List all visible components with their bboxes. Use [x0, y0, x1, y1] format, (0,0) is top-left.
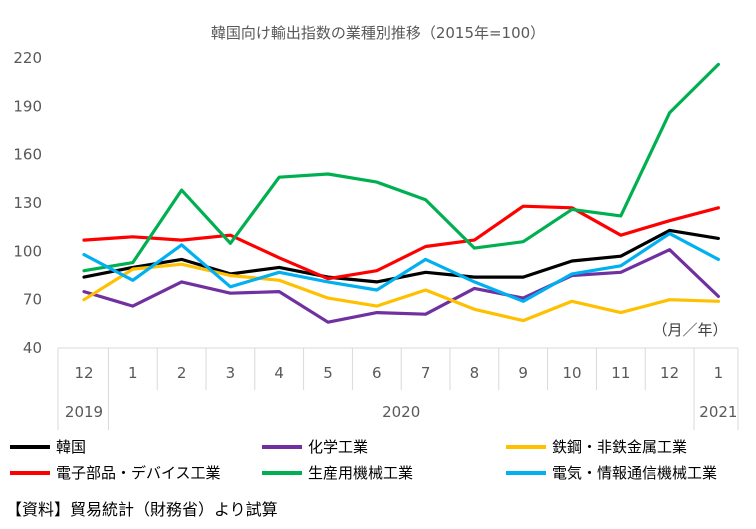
legend-label: 電気・情報通信機械工業 — [552, 464, 717, 482]
series-line — [82, 232, 721, 303]
x-tick-label: 7 — [421, 364, 431, 382]
x-tick-label: 10 — [562, 364, 581, 382]
legend-label: 化学工業 — [308, 438, 368, 456]
x-year-label: 2020 — [382, 403, 420, 421]
series-line — [82, 62, 721, 273]
x-tick-label: 9 — [518, 364, 528, 382]
chart-title: 韓国向け輸出指数の業種別推移（2015年=100） — [211, 24, 545, 42]
legend-label: 生産用機械工業 — [308, 464, 413, 482]
series-line — [82, 262, 721, 323]
x-tick-label: 1 — [714, 364, 724, 382]
series-layer — [82, 62, 721, 324]
y-tick-label: 160 — [13, 146, 42, 164]
x-tick-label: 3 — [226, 364, 236, 382]
unit-note: （月／年） — [652, 321, 727, 339]
series-line — [82, 228, 721, 284]
y-tick-label: 100 — [13, 242, 42, 260]
x-tick-label: 11 — [611, 364, 630, 382]
x-year-label: 2019 — [65, 403, 103, 421]
x-tick-label: 5 — [323, 364, 333, 382]
x-tick-label: 4 — [274, 364, 284, 382]
x-tick-label: 6 — [372, 364, 382, 382]
x-tick-label: 12 — [660, 364, 679, 382]
y-tick-label: 220 — [13, 49, 42, 67]
x-tick-label: 12 — [74, 364, 93, 382]
legend-label: 韓国 — [56, 438, 86, 456]
series-line — [82, 204, 721, 281]
x-year-label: 2021 — [699, 403, 737, 421]
y-tick-label: 70 — [23, 291, 42, 309]
y-tick-label: 190 — [13, 97, 42, 115]
x-tick-label: 2 — [177, 364, 187, 382]
series-line — [82, 248, 721, 324]
legend-label: 鉄鋼・非鉄金属工業 — [552, 438, 687, 456]
legend-label: 電子部品・デバイス工業 — [56, 464, 221, 482]
y-tick-label: 130 — [13, 194, 42, 212]
source-note: 【資料】貿易統計（財務省）より試算 — [6, 500, 278, 519]
x-tick-label: 8 — [470, 364, 480, 382]
x-tick-label: 1 — [128, 364, 138, 382]
y-tick-label: 40 — [23, 339, 42, 357]
